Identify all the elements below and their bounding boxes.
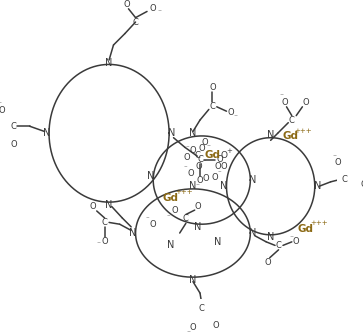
Text: O: O [213,321,219,330]
Text: O: O [209,83,216,92]
Text: +++: +++ [310,220,328,226]
Text: N: N [167,240,175,250]
Text: O: O [212,173,218,182]
Text: O: O [11,140,17,149]
Text: C: C [209,102,215,111]
Text: N: N [267,232,274,242]
Text: O: O [199,144,205,153]
Text: ⁻: ⁻ [166,214,170,220]
Text: N: N [43,128,50,138]
Text: O: O [196,162,203,171]
Text: O: O [123,0,130,9]
Text: O: O [194,202,201,211]
Text: N: N [267,130,274,140]
Text: N: N [249,228,257,238]
Text: C: C [289,116,295,125]
Text: O: O [0,106,5,115]
Text: C: C [342,175,348,184]
Text: O: O [220,151,227,160]
Text: N: N [168,128,175,138]
Text: O: O [189,323,196,332]
Text: C: C [276,241,282,250]
Text: O: O [293,237,299,246]
Text: N: N [220,181,228,191]
Text: O: O [203,174,209,183]
Text: ⁻: ⁻ [97,239,101,248]
Text: O: O [101,237,108,246]
Text: O: O [360,180,363,189]
Text: C: C [197,155,203,164]
Text: ⁻: ⁻ [217,170,221,176]
Text: ⁻: ⁻ [186,145,189,151]
Text: N: N [147,170,154,180]
Text: ⁻: ⁻ [203,160,206,166]
Text: Gd: Gd [204,150,220,161]
Text: +: + [226,148,232,154]
Text: ⁻: ⁻ [187,328,191,333]
Text: O: O [150,4,156,13]
Text: N: N [129,228,136,238]
Text: O: O [334,158,341,167]
Text: O: O [197,175,203,184]
Text: O: O [90,202,97,211]
Text: +++: +++ [175,189,193,195]
Text: Gd: Gd [282,131,298,141]
Text: O: O [172,205,179,214]
Text: O: O [221,162,227,171]
Text: C: C [183,214,189,223]
Text: ⁻: ⁻ [290,233,294,242]
Text: N: N [189,275,197,285]
Text: ⁻: ⁻ [158,7,162,16]
Text: ⁻: ⁻ [279,92,283,101]
Text: O: O [214,162,221,171]
Text: C: C [199,304,205,313]
Text: ⁻: ⁻ [195,182,199,191]
Text: O: O [188,168,195,177]
Text: Gd: Gd [163,193,179,203]
Text: O: O [281,98,288,107]
Text: Gd: Gd [298,224,314,234]
Text: C: C [195,151,200,160]
Text: ⁻: ⁻ [207,142,211,151]
Text: C: C [11,122,17,131]
Text: C: C [102,218,107,227]
Text: O: O [303,98,309,107]
Text: O: O [183,153,190,162]
Text: O: O [228,109,234,118]
Text: O: O [189,147,196,156]
Text: +++: +++ [294,128,312,134]
Text: N: N [105,58,113,68]
Text: N: N [249,175,257,185]
Text: N: N [105,200,113,210]
Text: O: O [150,220,156,229]
Text: ⁻: ⁻ [332,153,336,162]
Text: N: N [189,181,197,191]
Text: N: N [214,237,221,247]
Text: ⁻: ⁻ [233,112,237,121]
Text: ⁻: ⁻ [184,166,188,171]
Text: O: O [265,258,271,267]
Text: ⁻: ⁻ [145,217,149,223]
Text: O: O [201,138,208,147]
Text: C: C [132,18,139,27]
Text: N: N [314,181,321,191]
Text: O: O [216,155,223,164]
Text: N: N [194,222,201,232]
Text: N: N [189,128,197,138]
Text: ⁻: ⁻ [0,100,1,109]
